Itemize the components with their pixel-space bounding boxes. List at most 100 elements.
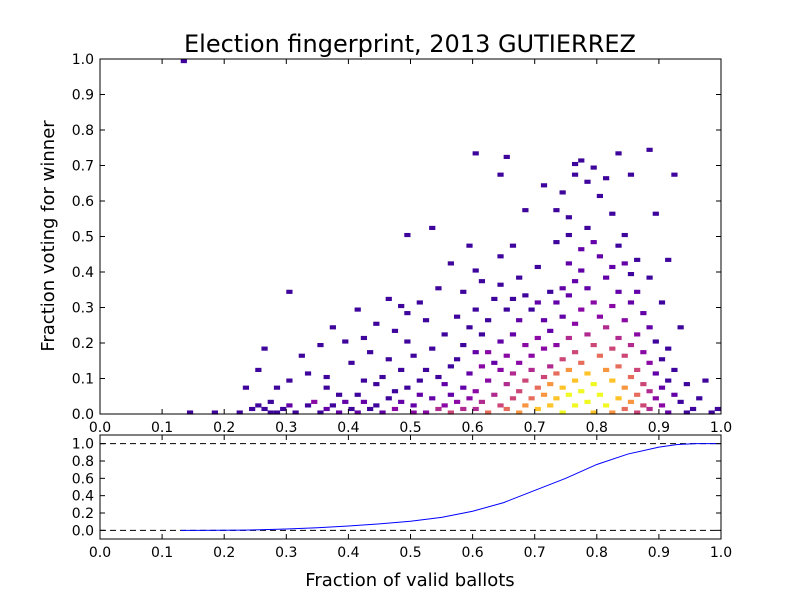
heatmap-x-tick-label: 0.6 xyxy=(461,420,483,436)
heatmap-cell xyxy=(491,360,498,365)
heatmap-cell xyxy=(652,396,659,401)
heatmap-cell xyxy=(646,406,653,412)
heatmap-cell xyxy=(429,225,436,230)
heatmap-y-tick-label: 0.5 xyxy=(72,230,94,246)
heatmap-cell xyxy=(671,172,678,177)
heatmap-cell xyxy=(609,378,616,383)
cumulative-y-tick-label: 0.2 xyxy=(72,506,94,522)
heatmap-cell xyxy=(472,350,479,355)
heatmap-cell xyxy=(360,378,368,383)
heatmap-cell xyxy=(528,396,535,401)
heatmap-cell xyxy=(261,346,268,351)
heatmap-cell xyxy=(553,343,560,348)
heatmap-cell xyxy=(627,300,635,305)
heatmap-cell xyxy=(404,311,411,316)
heatmap-cell xyxy=(416,378,423,383)
heatmap-y-tick-label: 1.0 xyxy=(72,52,94,68)
heatmap-y-tick-label: 0.3 xyxy=(72,301,94,317)
heatmap-cell xyxy=(466,243,473,248)
cumulative-frame xyxy=(99,434,722,540)
heatmap-cell xyxy=(522,403,529,408)
heatmap-cell xyxy=(354,392,361,397)
heatmap-cell xyxy=(615,396,622,401)
heatmap-cell xyxy=(559,385,566,390)
heatmap-cell xyxy=(640,382,647,387)
heatmap-cell xyxy=(590,410,597,415)
heatmap-cell xyxy=(354,410,361,415)
heatmap-cell xyxy=(342,339,349,344)
cumulative-plot-area xyxy=(100,435,721,539)
heatmap-cell xyxy=(180,59,187,64)
heatmap-cell xyxy=(615,151,622,156)
heatmap-cell xyxy=(398,303,405,309)
heatmap-cell xyxy=(565,293,572,298)
heatmap-cell xyxy=(360,335,368,341)
heatmap-y-tick-label: 0.0 xyxy=(72,407,94,423)
heatmap-cell xyxy=(559,357,566,362)
heatmap-cell xyxy=(603,275,610,280)
heatmap-cell xyxy=(385,296,392,301)
heatmap-cell xyxy=(236,410,243,415)
heatmap-cell xyxy=(497,282,504,287)
heatmap-cell xyxy=(497,339,504,344)
heatmap-cell xyxy=(621,261,628,266)
heatmap-cell xyxy=(559,286,566,291)
heatmap-cell xyxy=(298,353,305,358)
heatmap-cell xyxy=(522,208,529,213)
heatmap-cell xyxy=(627,399,635,404)
heatmap-cell xyxy=(590,240,597,245)
heatmap-cell xyxy=(578,158,585,163)
heatmap-cell xyxy=(441,403,448,408)
heatmap-cell xyxy=(398,399,405,404)
heatmap-cell xyxy=(621,385,628,390)
heatmap-cell xyxy=(360,399,368,404)
heatmap-cell xyxy=(534,335,541,341)
heatmap-cell xyxy=(571,279,579,284)
heatmap-cell xyxy=(522,378,529,383)
heatmap-cell xyxy=(329,403,336,408)
heatmap-cell xyxy=(503,406,510,412)
heatmap-cell xyxy=(472,389,479,394)
heatmap-cell xyxy=(596,314,604,319)
heatmap-cell xyxy=(634,410,641,415)
heatmap-cell xyxy=(472,406,479,412)
heatmap-cell xyxy=(634,392,641,397)
heatmap-cell xyxy=(559,190,566,195)
heatmap-cell xyxy=(472,307,479,312)
heatmap-cell xyxy=(509,243,517,248)
heatmap-cell xyxy=(460,406,467,412)
cumulative-y-tick-label: 1.0 xyxy=(72,437,94,453)
heatmap-x-tick-label: 0.8 xyxy=(586,420,608,436)
heatmap-cell xyxy=(485,378,492,383)
heatmap-cell xyxy=(646,325,653,330)
heatmap-cell xyxy=(348,406,355,412)
cumulative-x-tick-label: 0.8 xyxy=(586,545,608,561)
heatmap-cell xyxy=(329,325,336,330)
heatmap-cell xyxy=(509,332,517,337)
heatmap-cell xyxy=(323,374,330,380)
heatmap-cell xyxy=(584,225,591,230)
heatmap-cell xyxy=(547,382,554,387)
heatmap-cell xyxy=(447,261,454,266)
heatmap-cell xyxy=(516,389,523,394)
heatmap-cell xyxy=(640,311,647,316)
heatmap-cell xyxy=(534,264,541,270)
heatmap-cell xyxy=(404,232,411,238)
heatmap-cell xyxy=(441,332,448,337)
heatmap-cell xyxy=(323,385,330,390)
heatmap-cell xyxy=(516,360,523,365)
heatmap-cell xyxy=(627,343,635,348)
heatmap-cell xyxy=(453,357,461,362)
heatmap-cell xyxy=(478,399,486,404)
heatmap-cell xyxy=(286,378,293,383)
heatmap-cell xyxy=(422,410,430,415)
heatmap-cell xyxy=(453,399,461,404)
heatmap-cell xyxy=(528,367,535,372)
heatmap-cell xyxy=(615,364,622,369)
heatmap-cell xyxy=(658,357,666,362)
heatmap-cell xyxy=(516,410,523,415)
heatmap-cell xyxy=(304,403,312,408)
heatmap-y-tick-label: 0.7 xyxy=(72,159,94,175)
heatmap-cell xyxy=(571,172,579,177)
heatmap-cell xyxy=(540,183,548,188)
